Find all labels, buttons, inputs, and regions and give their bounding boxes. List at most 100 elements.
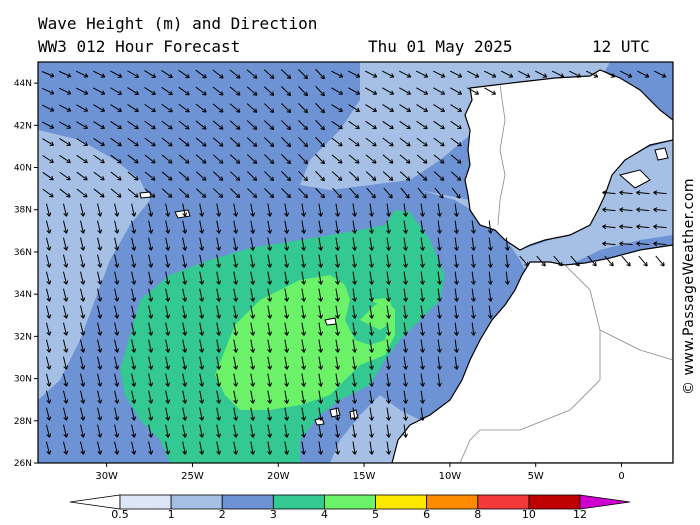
- direction-arrowhead: [352, 280, 357, 285]
- direction-arrow: [331, 137, 343, 147]
- direction-arrow: [182, 237, 186, 251]
- direction-arrow: [97, 407, 101, 421]
- direction-arrow: [161, 103, 173, 113]
- direction-arrowhead: [436, 297, 442, 302]
- direction-arrowhead: [419, 416, 425, 421]
- africa-coast: [391, 244, 673, 463]
- direction-arrowhead: [131, 314, 137, 319]
- direction-arrow: [298, 153, 308, 165]
- direction-arrowhead: [440, 124, 445, 130]
- direction-arrow: [420, 220, 424, 234]
- lat-label: 42N: [14, 121, 32, 131]
- direction-arrowhead: [252, 176, 258, 181]
- direction-arrow: [267, 322, 271, 336]
- direction-arrowhead: [354, 193, 359, 199]
- direction-arrowhead: [457, 73, 463, 78]
- direction-arrow: [602, 242, 616, 246]
- wave-height-colorbar: 0.5 1 2 3 4 5 6 8 10 12: [69, 494, 631, 521]
- direction-arrow: [178, 171, 190, 181]
- direction-arrowhead: [355, 73, 361, 78]
- direction-arrowhead: [386, 365, 391, 370]
- direction-arrowhead: [46, 263, 52, 268]
- direction-arrow: [348, 87, 360, 95]
- direction-arrow: [250, 339, 254, 353]
- direction-arrowhead: [235, 176, 241, 181]
- direction-arrowhead: [165, 450, 171, 455]
- direction-arrow: [298, 103, 308, 113]
- direction-arrow: [144, 87, 156, 95]
- direction-arrowhead: [487, 263, 493, 268]
- direction-arrow: [250, 373, 254, 387]
- direction-arrow: [263, 154, 275, 164]
- direction-arrow: [653, 191, 667, 195]
- direction-arrow: [114, 373, 118, 387]
- direction-arrow: [62, 322, 68, 336]
- direction-arrowhead: [487, 297, 493, 302]
- direction-arrow: [471, 305, 475, 319]
- direction-arrow: [471, 237, 475, 251]
- direction-arrow: [381, 70, 395, 78]
- direction-arrow: [505, 254, 509, 268]
- direction-arrowhead: [167, 176, 173, 181]
- direction-arrowhead: [165, 314, 171, 319]
- direction-arrowhead: [97, 433, 103, 438]
- direction-arrowhead: [97, 263, 103, 268]
- direction-arrow: [284, 220, 288, 234]
- lat-label: 28N: [14, 417, 32, 427]
- direction-arrow: [80, 322, 84, 336]
- direction-arrow: [386, 237, 390, 251]
- direction-arrow: [318, 373, 322, 387]
- direction-arrow: [62, 407, 68, 421]
- direction-arrowhead: [267, 212, 273, 217]
- direction-arrow: [466, 70, 480, 78]
- direction-arrowhead: [114, 263, 120, 268]
- direction-arrowhead: [131, 399, 137, 404]
- direction-arrow: [301, 237, 305, 251]
- direction-arrowhead: [250, 433, 256, 438]
- direction-arrow: [585, 70, 599, 78]
- copyright-text: © www.PassageWeather.com: [681, 177, 697, 395]
- direction-arrow: [114, 237, 118, 251]
- direction-arrow: [568, 70, 582, 78]
- direction-arrow: [144, 171, 156, 181]
- direction-arrowhead: [269, 91, 275, 96]
- direction-arrowhead: [335, 399, 340, 404]
- direction-arrowhead: [80, 450, 86, 455]
- direction-arrow: [335, 339, 339, 353]
- direction-arrowhead: [355, 90, 361, 95]
- direction-arrowhead: [422, 159, 428, 164]
- lon-label: 0: [618, 471, 624, 482]
- direction-arrow: [315, 119, 325, 131]
- direction-arrowhead: [389, 90, 395, 95]
- direction-arrow: [93, 171, 105, 181]
- wave-direction-arrows: [41, 68, 667, 455]
- direction-arrow: [250, 356, 254, 370]
- direction-arrow: [281, 171, 291, 181]
- direction-arrow: [250, 390, 254, 404]
- direction-arrow: [638, 255, 648, 267]
- lat-label: 34N: [14, 290, 32, 300]
- direction-arrow: [80, 339, 84, 353]
- direction-arrowhead: [46, 450, 52, 455]
- direction-arrow: [437, 271, 441, 285]
- direction-arrowhead: [46, 365, 52, 370]
- direction-arrow: [182, 407, 186, 421]
- direction-arrowhead: [386, 331, 391, 336]
- direction-arrowhead: [627, 73, 633, 78]
- direction-arrow: [58, 70, 72, 78]
- direction-arrowhead: [216, 382, 222, 387]
- direction-arrow: [280, 69, 292, 79]
- direction-arrowhead: [286, 125, 292, 131]
- map-frame: [37, 61, 674, 464]
- direction-arrowhead: [318, 297, 324, 302]
- direction-arrowhead: [83, 124, 89, 129]
- direction-arrowhead: [267, 382, 273, 387]
- direction-arrowhead: [131, 450, 137, 455]
- direction-arrow: [318, 254, 322, 268]
- direction-arrowhead: [148, 280, 154, 285]
- direction-arrowhead: [284, 331, 290, 336]
- direction-arrow: [471, 254, 475, 268]
- direction-arrow: [178, 137, 190, 147]
- direction-arrow: [216, 407, 220, 421]
- direction-arrow: [62, 288, 68, 302]
